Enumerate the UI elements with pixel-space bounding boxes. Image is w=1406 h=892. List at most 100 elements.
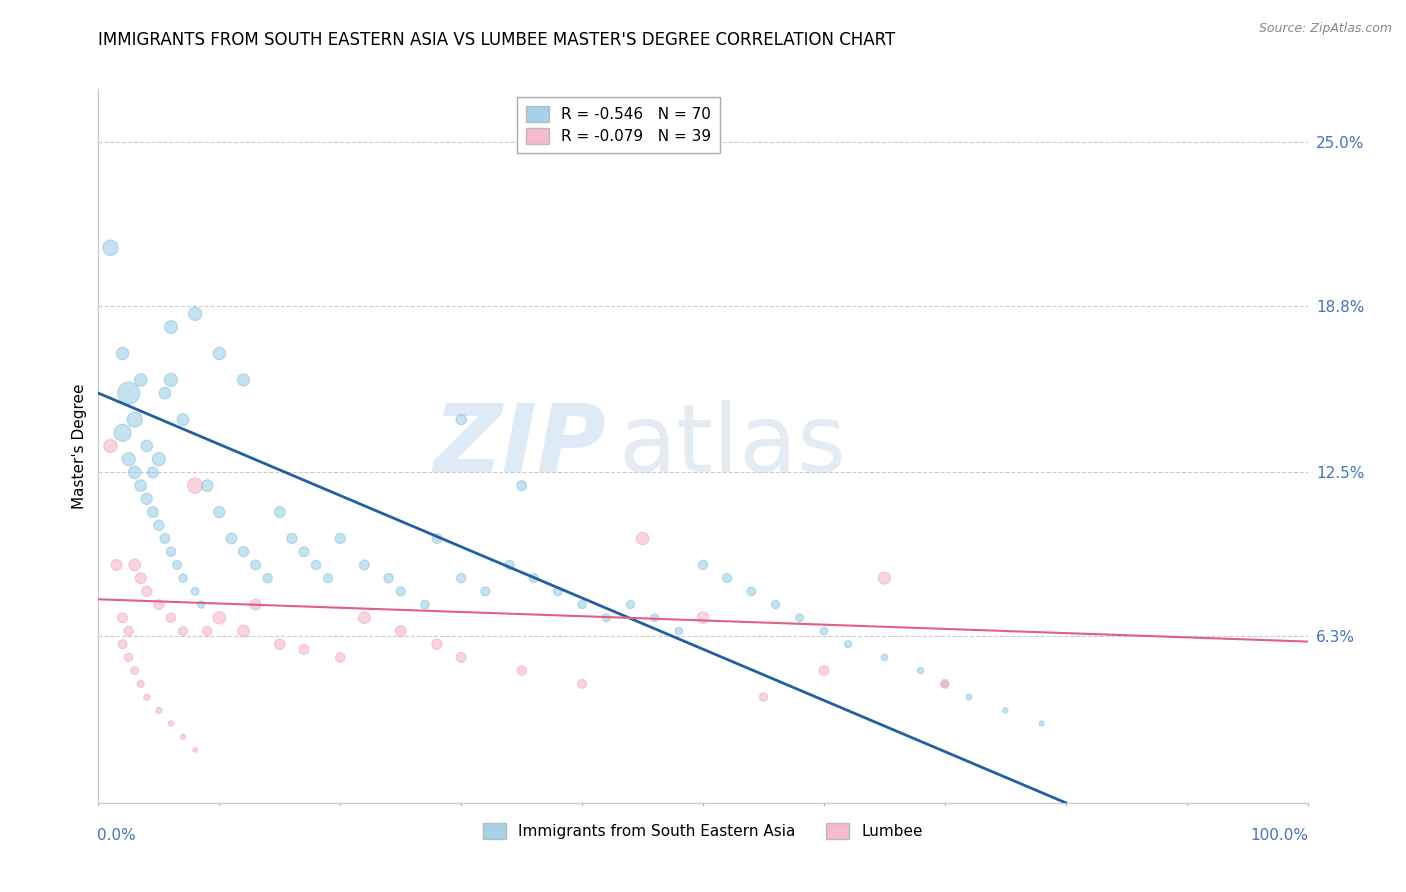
Point — [1031, 716, 1053, 731]
Point — [426, 532, 449, 546]
Point — [153, 532, 176, 546]
Y-axis label: Master's Degree: Master's Degree — [72, 384, 87, 508]
Point — [245, 558, 267, 572]
Point — [269, 505, 291, 519]
Point — [789, 611, 811, 625]
Point — [148, 703, 170, 717]
Point — [160, 611, 183, 625]
Point — [208, 611, 231, 625]
Point — [160, 716, 183, 731]
Point — [221, 532, 243, 546]
Point — [957, 690, 980, 704]
Point — [813, 624, 835, 638]
Point — [166, 558, 188, 572]
Point — [172, 624, 194, 638]
Point — [118, 624, 141, 638]
Point — [118, 452, 141, 467]
Point — [510, 478, 533, 492]
Point — [184, 307, 207, 321]
Point — [245, 598, 267, 612]
Point — [100, 241, 122, 255]
Point — [124, 412, 146, 426]
Point — [292, 545, 315, 559]
Point — [523, 571, 546, 585]
Point — [129, 478, 152, 492]
Text: 0.0%: 0.0% — [97, 828, 136, 843]
Point — [837, 637, 859, 651]
Point — [377, 571, 399, 585]
Point — [752, 690, 775, 704]
Point — [135, 439, 157, 453]
Legend: Immigrants from South Eastern Asia, Lumbee: Immigrants from South Eastern Asia, Lumb… — [477, 817, 929, 845]
Point — [595, 611, 617, 625]
Point — [353, 558, 375, 572]
Text: IMMIGRANTS FROM SOUTH EASTERN ASIA VS LUMBEE MASTER'S DEGREE CORRELATION CHART: IMMIGRANTS FROM SOUTH EASTERN ASIA VS LU… — [98, 31, 896, 49]
Point — [111, 611, 134, 625]
Point — [129, 677, 152, 691]
Point — [692, 558, 714, 572]
Point — [813, 664, 835, 678]
Point — [111, 637, 134, 651]
Point — [153, 386, 176, 401]
Point — [232, 545, 254, 559]
Point — [129, 373, 152, 387]
Point — [111, 346, 134, 360]
Point — [873, 650, 896, 665]
Point — [135, 584, 157, 599]
Point — [208, 346, 231, 360]
Point — [765, 598, 787, 612]
Point — [208, 505, 231, 519]
Point — [389, 624, 412, 638]
Point — [571, 598, 593, 612]
Point — [195, 478, 218, 492]
Point — [413, 598, 436, 612]
Point — [142, 466, 165, 480]
Point — [631, 532, 654, 546]
Point — [172, 412, 194, 426]
Point — [692, 611, 714, 625]
Point — [124, 558, 146, 572]
Point — [172, 571, 194, 585]
Point — [619, 598, 641, 612]
Point — [148, 518, 170, 533]
Point — [172, 730, 194, 744]
Point — [100, 439, 122, 453]
Point — [148, 452, 170, 467]
Point — [111, 425, 134, 440]
Point — [160, 373, 183, 387]
Point — [305, 558, 328, 572]
Text: Source: ZipAtlas.com: Source: ZipAtlas.com — [1258, 22, 1392, 36]
Point — [195, 624, 218, 638]
Point — [934, 677, 956, 691]
Point — [124, 664, 146, 678]
Point — [668, 624, 690, 638]
Point — [329, 650, 352, 665]
Point — [256, 571, 278, 585]
Point — [716, 571, 738, 585]
Point — [281, 532, 304, 546]
Point — [148, 598, 170, 612]
Point — [160, 545, 183, 559]
Point — [934, 677, 956, 691]
Text: 100.0%: 100.0% — [1251, 828, 1309, 843]
Point — [498, 558, 520, 572]
Point — [135, 491, 157, 506]
Text: atlas: atlas — [619, 400, 846, 492]
Point — [644, 611, 666, 625]
Point — [184, 743, 207, 757]
Point — [740, 584, 762, 599]
Point — [510, 664, 533, 678]
Point — [994, 703, 1017, 717]
Point — [474, 584, 496, 599]
Point — [184, 584, 207, 599]
Point — [389, 584, 412, 599]
Point — [184, 478, 207, 492]
Point — [547, 584, 569, 599]
Point — [124, 466, 146, 480]
Text: ZIP: ZIP — [433, 400, 606, 492]
Point — [292, 642, 315, 657]
Point — [190, 598, 212, 612]
Point — [450, 650, 472, 665]
Point — [426, 637, 449, 651]
Point — [873, 571, 896, 585]
